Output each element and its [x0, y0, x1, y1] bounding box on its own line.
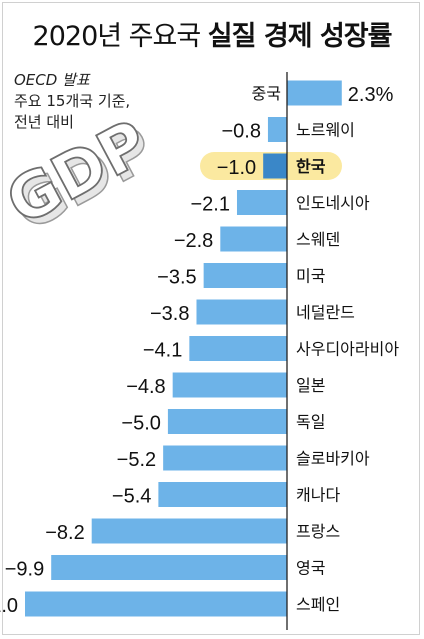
gdp-logo: GDP GDP: [0, 105, 166, 246]
bar-11: [158, 482, 287, 507]
chart-note: OECD 발표 주요 15개국 기준, 전년 대비: [14, 70, 130, 133]
value-label-6: −3.8: [150, 303, 189, 325]
value-label-4: −2.8: [174, 230, 213, 252]
bar-3: [236, 190, 287, 215]
chart-title-prefix: 2020년 주요국: [32, 21, 202, 52]
bar-1: [267, 117, 287, 142]
bar-6: [196, 299, 287, 325]
value-label-12: −8.2: [45, 522, 84, 544]
bar-7: [189, 336, 287, 361]
category-label-3: 인도네시아: [296, 194, 370, 213]
category-label-10: 슬로바키아: [296, 449, 370, 468]
category-label-14: 스페인: [296, 595, 340, 614]
bar-5: [203, 263, 287, 288]
category-label-6: 네덜란드: [296, 303, 355, 322]
bar-4: [220, 226, 287, 252]
value-label-10: −5.2: [117, 449, 156, 471]
bar-0: [287, 80, 342, 106]
category-label-9: 독일: [296, 413, 325, 432]
note-comparison: 전년 대비: [14, 113, 74, 131]
chart-title: 2020년 주요국 실질 경제 성장률: [0, 14, 424, 53]
figure-frame: [2, 2, 420, 635]
category-label-1: 노르웨이: [296, 121, 355, 140]
value-label-8: −4.8: [126, 376, 165, 398]
value-label-3: −2.1: [190, 194, 229, 216]
chart-title-emphasis: 실질 경제 성장률: [207, 21, 393, 52]
category-label-8: 일본: [296, 376, 325, 395]
chart-marks: 2.3% 중국 −0.8 노르웨이 −1.0 한국 −2.1 인도네시아 −2.8 스웨덴 −3.5…: [0, 72, 399, 630]
value-label-11: −5.4: [112, 486, 151, 508]
category-label-2: 한국: [296, 157, 326, 176]
value-label-7: −4.1: [143, 340, 182, 362]
value-label-0: 2.3%: [348, 84, 394, 106]
category-label-12: 프랑스: [296, 522, 340, 541]
bar-13: [51, 555, 288, 580]
bar-8: [172, 372, 287, 398]
category-label-11: 캐나다: [296, 486, 340, 505]
bar-9: [167, 409, 287, 434]
category-label-5: 미국: [296, 267, 325, 286]
bar-10: [163, 445, 287, 471]
value-label-2: −1.0: [217, 157, 256, 179]
category-label-7: 사우디아라비아: [296, 340, 399, 359]
category-label-13: 영국: [296, 559, 325, 578]
bar-14: [25, 591, 287, 617]
value-label-1: −0.8: [221, 121, 260, 143]
note-source: OECD 발표: [14, 71, 90, 89]
value-label-9: −5.0: [121, 413, 160, 435]
bar-12: [91, 518, 287, 544]
value-label-13: −9.9: [5, 559, 44, 581]
note-basis: 주요 15개국 기준,: [14, 92, 131, 110]
category-label-0: 중국: [252, 84, 281, 103]
value-label-5: −3.5: [157, 267, 196, 289]
value-label-14: −11.0: [0, 595, 18, 617]
category-label-4: 스웨덴: [296, 230, 340, 249]
bar-2: [263, 153, 287, 179]
